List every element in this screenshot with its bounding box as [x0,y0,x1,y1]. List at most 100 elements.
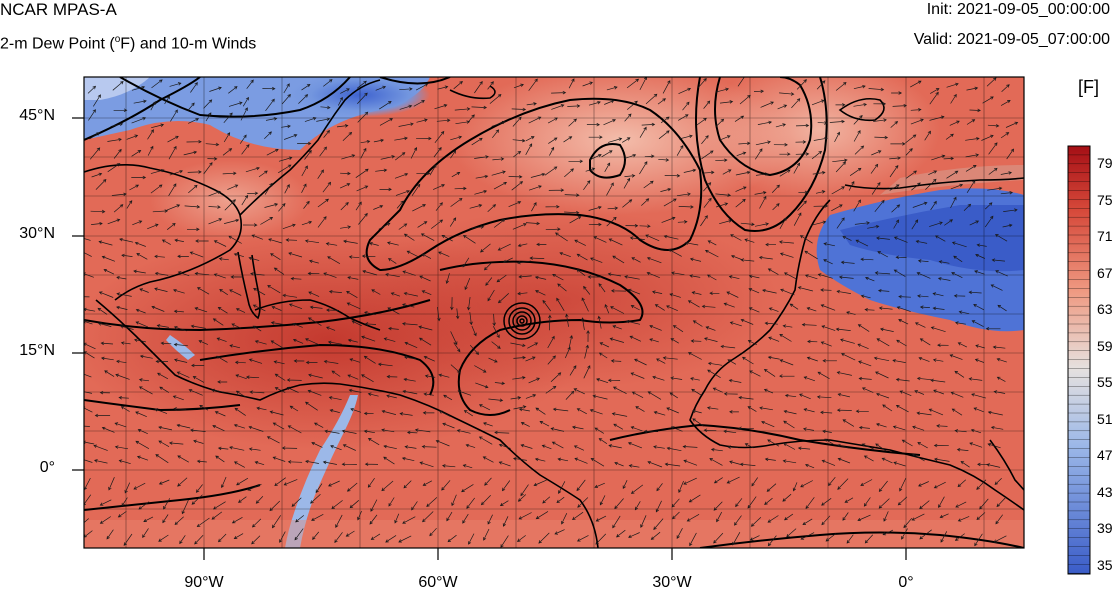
wind-arrow [676,192,691,197]
wind-arrow [246,79,254,89]
wind-arrow [918,481,929,487]
wind-arrow [329,409,340,413]
wind-arrow [728,275,740,280]
wind-arrow [203,162,213,175]
wind-arrow [567,104,581,108]
wind-arrow [441,464,456,468]
wind-arrow [898,319,909,325]
wind-arrow [627,288,641,295]
wind-arrow [643,429,659,434]
wind-arrow [123,533,133,546]
wind-arrow [703,428,717,433]
wind-arrow [233,533,244,539]
wind-arrow [131,117,147,124]
wind-arrow [264,203,279,208]
wind-arrow [416,171,431,176]
wind-arrow [328,289,342,294]
wind-arrow [610,359,622,363]
wind-arrow [587,275,602,279]
wind-arrow [158,440,170,448]
wind-arrow [289,405,299,412]
wind-arrow [606,86,618,91]
wind-arrow [892,103,908,108]
wind-arrow [825,533,837,542]
wind-arrow [914,390,925,395]
wind-arrow [235,390,247,398]
wind-arrow [386,394,397,399]
wind-arrow [571,425,584,430]
wind-arrow [898,294,911,299]
wind-arrow [508,201,522,208]
colorbar-tick-label: 55 [1097,374,1113,391]
wind-arrow [142,528,149,539]
wind-arrow [375,85,387,91]
wind-arrow [917,442,928,449]
lat-label-15n: 15°N [19,342,55,359]
wind-arrow [100,356,114,361]
wind-arrow [966,179,976,193]
wind-arrow [873,102,887,106]
wind-arrow [455,308,460,320]
wind-arrow [595,533,607,545]
wind-arrow [500,535,509,548]
wind-arrow [981,134,994,141]
wind-arrow [739,462,756,467]
wind-arrow [116,292,132,297]
wind-arrow [867,224,880,229]
wind-arrow [953,255,963,263]
wind-arrow [497,293,510,304]
wind-arrow [474,81,483,94]
wind-arrow [99,499,112,506]
wind-arrow [247,483,262,491]
wind-arrow [120,341,131,345]
wind-arrow [272,422,285,430]
wind-arrow [815,190,826,194]
wind-arrow [465,443,476,448]
wind-arrow [294,528,304,541]
newfoundland-coast [449,85,496,100]
wind-arrow [747,340,757,346]
wind-arrow [736,151,747,157]
wind-arrow [183,150,198,156]
wind-arrow [891,204,901,213]
wind-arrow [968,377,983,381]
wind-arrow [279,531,286,543]
wind-arrow [84,530,93,538]
wind-arrow [411,501,418,511]
wind-arrow [174,516,184,525]
wind-arrow [190,428,206,432]
wind-arrow [855,239,869,247]
wind-arrow [557,457,569,462]
wind-arrow [550,372,562,383]
wind-arrow [968,290,982,295]
wind-arrow [611,412,628,417]
wind-arrow [893,269,906,277]
wind-arrow [420,233,435,241]
wind-arrow [271,305,282,311]
wind-arrow [854,221,870,225]
wind-arrow [157,372,169,380]
wind-arrow [889,165,899,178]
wind-arrow [738,426,754,431]
wind-arrow [858,360,872,367]
wind-arrow [478,404,491,411]
wind-arrow [650,531,661,540]
wind-arrow [327,340,342,345]
wind-arrow [838,275,854,279]
wind-arrow [115,373,130,380]
wind-arrow [1006,148,1015,160]
wind-arrow [723,302,735,308]
wind-arrow [432,184,445,190]
wind-arrow [358,212,368,225]
wind-arrow [307,317,322,326]
wind-arrow [957,342,968,348]
wind-arrow [1003,208,1018,212]
colorbar-tick-label: 67 [1097,264,1113,281]
wind-arrow [267,285,281,294]
wind-arrow [317,216,327,228]
wind-arrow [531,202,537,212]
wind-arrow [817,121,828,125]
wind-arrow [169,82,182,87]
wind-arrow [641,198,650,206]
